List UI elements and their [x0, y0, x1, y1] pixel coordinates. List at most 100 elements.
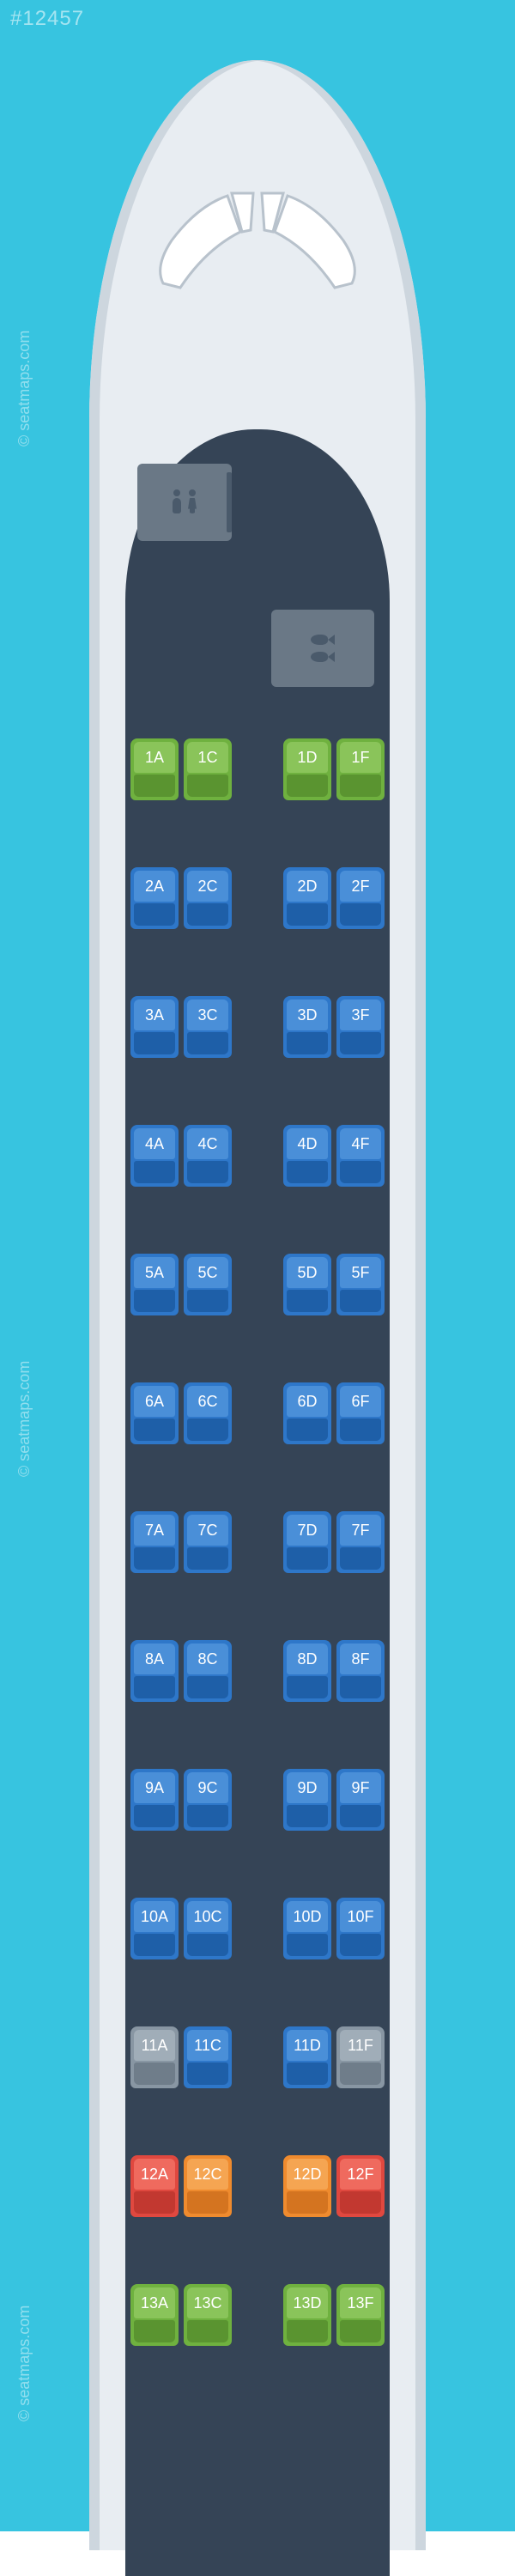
seat-label: 11A: [142, 2037, 168, 2055]
seat-label: 1F: [351, 749, 369, 767]
seat-6F[interactable]: 6F: [336, 1382, 385, 1444]
lavatory-door-icon: [227, 472, 232, 532]
seat-label: 4D: [297, 1135, 317, 1153]
seat-2A[interactable]: 2A: [130, 867, 179, 929]
seat-pair-left: 3A3C: [130, 996, 232, 1058]
seat-cushion: [340, 1547, 381, 1570]
seat-cushion: [187, 1161, 228, 1183]
seat-label: 1C: [197, 749, 217, 767]
seat-cushion: [340, 1805, 381, 1827]
seat-12D[interactable]: 12D: [283, 2155, 331, 2217]
seat-label: 12A: [141, 2166, 168, 2184]
seat-5A[interactable]: 5A: [130, 1254, 179, 1315]
seat-11D[interactable]: 11D: [283, 2026, 331, 2088]
seat-label: 5C: [197, 1264, 217, 1282]
seat-12A[interactable]: 12A: [130, 2155, 179, 2217]
seat-label: 1A: [145, 749, 164, 767]
seat-7C[interactable]: 7C: [184, 1511, 232, 1573]
seat-7A[interactable]: 7A: [130, 1511, 179, 1573]
seat-label: 5A: [145, 1264, 164, 1282]
seat-11F[interactable]: 11F: [336, 2026, 385, 2088]
seat-10D[interactable]: 10D: [283, 1898, 331, 1959]
seat-2D[interactable]: 2D: [283, 867, 331, 929]
seat-cushion: [134, 1419, 175, 1441]
seat-pair-left: 11A 11C: [130, 2026, 232, 2088]
seat-8C[interactable]: 8C: [184, 1640, 232, 1702]
person-female-icon: [186, 489, 198, 515]
seat-4A[interactable]: 4A: [130, 1125, 179, 1187]
seat-3D[interactable]: 3D: [283, 996, 331, 1058]
seat-9D[interactable]: 9D: [283, 1769, 331, 1831]
seat-6A[interactable]: 6A: [130, 1382, 179, 1444]
seat-label: 10D: [293, 1908, 321, 1926]
seat-pair-right: 9D 9F: [283, 1769, 385, 1831]
seat-label: 9F: [351, 1779, 369, 1797]
seat-13A[interactable]: 13A: [130, 2284, 179, 2346]
seat-11C[interactable]: 11C: [184, 2026, 232, 2088]
galley-module: [271, 610, 374, 687]
seat-12C[interactable]: 12C: [184, 2155, 232, 2217]
seat-9A[interactable]: 9A: [130, 1769, 179, 1831]
seat-cushion: [287, 775, 328, 797]
seat-8F[interactable]: 8F: [336, 1640, 385, 1702]
seat-3F[interactable]: 3F: [336, 996, 385, 1058]
seat-pair-right: 6D6F: [283, 1382, 385, 1444]
seat-12F[interactable]: 12F: [336, 2155, 385, 2217]
seat-9F[interactable]: 9F: [336, 1769, 385, 1831]
seat-cushion: [187, 2191, 228, 2214]
seat-label: 1D: [297, 749, 317, 767]
seat-10F[interactable]: 10F: [336, 1898, 385, 1959]
seat-row-9: 9A 9C 9D 9F: [125, 1769, 390, 1831]
seat-5C[interactable]: 5C: [184, 1254, 232, 1315]
seat-rows-container: 1A 1C 1D 1F 2A2C 2D2F 3A3C 3D3F 4A4C 4D 4F 5A 5C 5D5F…: [125, 738, 390, 2413]
watermark-side: © seatmaps.com: [15, 331, 33, 447]
seat-cushion: [340, 2063, 381, 2085]
seat-pair-left: 9A 9C: [130, 1769, 232, 1831]
seat-1C[interactable]: 1C: [184, 738, 232, 800]
fish-icon: [311, 633, 335, 647]
seat-cushion: [134, 2320, 175, 2342]
seat-2F[interactable]: 2F: [336, 867, 385, 929]
seat-cushion: [287, 2063, 328, 2085]
seat-6C[interactable]: 6C: [184, 1382, 232, 1444]
seat-13C[interactable]: 13C: [184, 2284, 232, 2346]
seat-label: 13C: [193, 2294, 221, 2312]
seat-cushion: [187, 1419, 228, 1441]
seat-6D[interactable]: 6D: [283, 1382, 331, 1444]
seat-4D[interactable]: 4D: [283, 1125, 331, 1187]
seat-cushion: [287, 1290, 328, 1312]
seat-7D[interactable]: 7D: [283, 1511, 331, 1573]
seat-1F[interactable]: 1F: [336, 738, 385, 800]
seat-13D[interactable]: 13D: [283, 2284, 331, 2346]
seat-pair-right: 12D12F: [283, 2155, 385, 2217]
seat-5F[interactable]: 5F: [336, 1254, 385, 1315]
seat-pair-left: 4A4C: [130, 1125, 232, 1187]
seat-4F[interactable]: 4F: [336, 1125, 385, 1187]
seat-cushion: [134, 1290, 175, 1312]
lavatory-module: [137, 464, 232, 541]
seat-1A[interactable]: 1A: [130, 738, 179, 800]
seat-cushion: [134, 1676, 175, 1698]
seat-label: 8A: [145, 1650, 164, 1668]
seat-9C[interactable]: 9C: [184, 1769, 232, 1831]
person-male-icon: [171, 489, 183, 515]
seat-label: 13A: [141, 2294, 168, 2312]
seat-row-7: 7A7C 7D7F: [125, 1511, 390, 1573]
seat-1D[interactable]: 1D: [283, 738, 331, 800]
seat-4C[interactable]: 4C: [184, 1125, 232, 1187]
seat-3C[interactable]: 3C: [184, 996, 232, 1058]
seat-11A[interactable]: 11A: [130, 2026, 179, 2088]
seat-13F[interactable]: 13F: [336, 2284, 385, 2346]
seat-label: 13F: [347, 2294, 373, 2312]
seat-5D[interactable]: 5D: [283, 1254, 331, 1315]
seat-8D[interactable]: 8D: [283, 1640, 331, 1702]
seat-7F[interactable]: 7F: [336, 1511, 385, 1573]
seat-3A[interactable]: 3A: [130, 996, 179, 1058]
seat-10A[interactable]: 10A: [130, 1898, 179, 1959]
seat-cushion: [134, 903, 175, 926]
seat-label: 9C: [197, 1779, 217, 1797]
seat-2C[interactable]: 2C: [184, 867, 232, 929]
seat-10C[interactable]: 10C: [184, 1898, 232, 1959]
cabin: 1A 1C 1D 1F 2A2C 2D2F 3A3C 3D3F 4A4C 4D 4F 5A 5C 5D5F…: [125, 429, 390, 2576]
seat-8A[interactable]: 8A: [130, 1640, 179, 1702]
